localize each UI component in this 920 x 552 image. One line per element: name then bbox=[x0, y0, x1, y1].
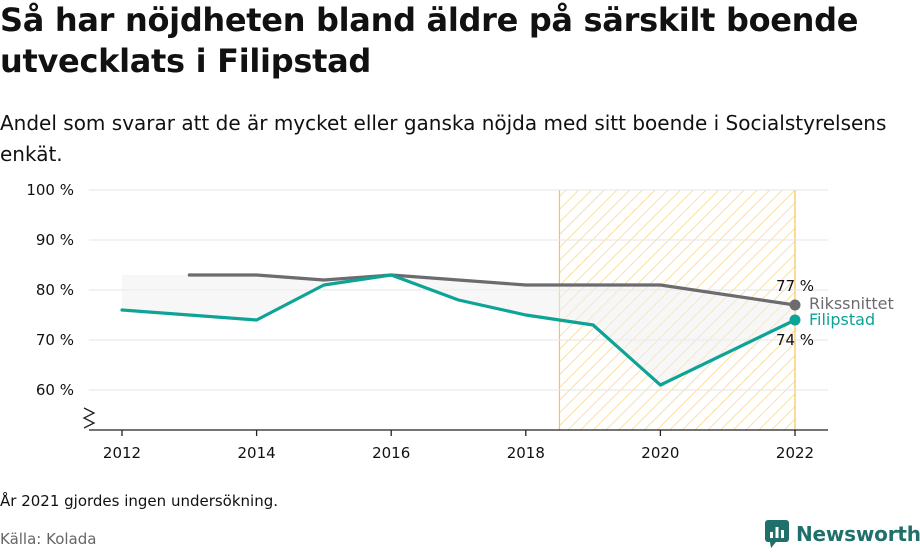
y-tick-label: 90 % bbox=[36, 231, 74, 249]
x-tick-label: 2018 bbox=[507, 444, 545, 462]
x-tick-label: 2022 bbox=[776, 444, 814, 462]
chart-title: Så har nöjdheten bland äldre på särskilt… bbox=[0, 1, 859, 80]
end-point-rikssnittet bbox=[789, 299, 801, 311]
y-tick-label: 70 % bbox=[36, 331, 74, 349]
y-tick-label: 60 % bbox=[36, 381, 74, 399]
x-tick-label: 2020 bbox=[641, 444, 679, 462]
value-label-rikssnittet: 77 % bbox=[776, 277, 814, 295]
x-tick-label: 2012 bbox=[103, 444, 141, 462]
series-line-rikssnittet bbox=[187, 273, 797, 307]
axis-break-mark bbox=[82, 407, 96, 429]
y-tick-label: 100 % bbox=[26, 181, 74, 199]
series-name-rikssnittet: Rikssnittet bbox=[809, 294, 894, 313]
end-point-filipstad bbox=[789, 314, 801, 326]
chart-subtitle: Andel som svarar att de är mycket eller … bbox=[0, 111, 887, 166]
series-line-filipstad bbox=[120, 273, 797, 387]
newsworthy-logo-icon bbox=[765, 520, 789, 548]
source-text: Källa: Kolada bbox=[0, 530, 97, 548]
series-name-filipstad: Filipstad bbox=[809, 310, 875, 329]
y-tick-label: 80 % bbox=[36, 281, 74, 299]
footnote: År 2021 gjordes ingen undersökning. bbox=[0, 492, 279, 510]
line-chart: 60 % 70 % 80 % 90 % 100 % 2012 2014 2016 2018 20… bbox=[26, 181, 894, 462]
x-tick-label: 2014 bbox=[238, 444, 276, 462]
brand-logo: Newsworthy bbox=[764, 519, 920, 549]
brand-name: Newsworthy bbox=[796, 522, 920, 546]
value-label-filipstad: 74 % bbox=[776, 331, 814, 349]
x-tick-label: 2016 bbox=[372, 444, 410, 462]
